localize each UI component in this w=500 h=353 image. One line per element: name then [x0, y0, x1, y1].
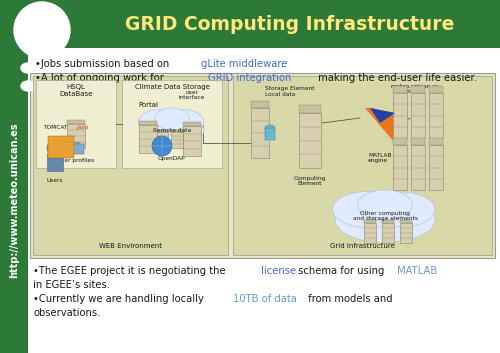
Text: •Jobs submission based on: •Jobs submission based on — [35, 59, 172, 69]
Text: •The EGEE project it is negotiating the: •The EGEE project it is negotiating the — [33, 266, 229, 276]
Bar — [36, 80, 116, 168]
Bar — [251, 101, 269, 108]
Bar — [48, 136, 74, 158]
Bar — [429, 86, 443, 93]
Text: GRID Computing Infrastructure: GRID Computing Infrastructure — [126, 14, 454, 34]
Text: Computing
Element: Computing Element — [294, 176, 326, 186]
Bar — [411, 86, 425, 93]
Bar — [233, 76, 492, 255]
Text: schema for using: schema for using — [295, 266, 388, 276]
Ellipse shape — [21, 63, 35, 73]
Circle shape — [14, 2, 70, 58]
Bar — [30, 73, 495, 258]
Text: OpenDAP: OpenDAP — [158, 156, 186, 161]
Circle shape — [152, 136, 172, 156]
Bar — [122, 80, 222, 168]
Text: Storage Element
Local data: Storage Element Local data — [265, 86, 314, 97]
Bar — [47, 153, 63, 171]
Text: license: license — [261, 266, 296, 276]
Text: java: java — [77, 125, 89, 130]
Bar — [299, 105, 321, 113]
Bar — [183, 121, 201, 126]
Bar — [429, 138, 443, 145]
Bar — [364, 220, 376, 223]
Text: from models and: from models and — [305, 294, 392, 304]
Text: in EGEE’s sites.: in EGEE’s sites. — [33, 280, 110, 290]
Ellipse shape — [21, 81, 35, 91]
Text: Remote data: Remote data — [153, 127, 191, 132]
Bar — [171, 132, 183, 148]
Ellipse shape — [370, 192, 435, 227]
Bar — [183, 126, 201, 156]
Polygon shape — [370, 108, 395, 123]
Text: Climate Data Storage: Climate Data Storage — [134, 84, 210, 90]
Text: gLite middleware: gLite middleware — [201, 59, 288, 69]
Bar — [139, 125, 157, 153]
Bar — [400, 223, 412, 243]
Text: User profiles: User profiles — [58, 158, 94, 163]
Text: Portal: Portal — [138, 102, 158, 108]
Ellipse shape — [335, 197, 435, 243]
Ellipse shape — [138, 109, 183, 136]
Text: MATLAB
engine: MATLAB engine — [368, 153, 392, 163]
Bar — [68, 144, 84, 154]
Text: making the end-user life easier.: making the end-user life easier. — [315, 73, 477, 83]
Bar — [251, 108, 269, 158]
Text: HSQL
DataBase: HSQL DataBase — [60, 84, 92, 97]
Polygon shape — [365, 108, 395, 143]
Text: 10TB of data: 10TB of data — [233, 294, 297, 304]
Bar — [393, 93, 407, 138]
Text: Other computing
and storage elements: Other computing and storage elements — [352, 211, 418, 221]
Text: Users: Users — [46, 178, 64, 183]
Bar — [400, 220, 412, 223]
Text: user
interface: user interface — [179, 90, 205, 100]
Bar — [67, 124, 85, 148]
Bar — [67, 120, 85, 124]
Text: WEB Environment: WEB Environment — [99, 243, 162, 249]
Bar — [171, 130, 183, 132]
Bar — [382, 220, 394, 223]
Text: GRID integration: GRID integration — [208, 73, 292, 83]
Text: meteo.unican.es
cluster: meteo.unican.es cluster — [390, 84, 440, 94]
Ellipse shape — [154, 108, 190, 130]
Bar — [156, 130, 168, 132]
Text: http://www.meteo.unican.es: http://www.meteo.unican.es — [9, 123, 19, 278]
Bar — [429, 93, 443, 138]
Bar — [411, 145, 425, 190]
Bar — [265, 128, 275, 140]
Bar — [411, 138, 425, 145]
Text: .: . — [281, 59, 284, 69]
Ellipse shape — [162, 109, 204, 135]
Text: TOMCAT: TOMCAT — [43, 125, 67, 130]
Bar — [0, 48, 28, 353]
Text: observations.: observations. — [33, 308, 100, 318]
Bar — [156, 132, 168, 148]
Ellipse shape — [265, 125, 275, 131]
Ellipse shape — [140, 114, 204, 146]
Bar — [139, 121, 157, 125]
Bar — [411, 93, 425, 138]
Text: MATLAB: MATLAB — [397, 266, 437, 276]
Ellipse shape — [72, 142, 80, 146]
Bar — [33, 76, 228, 255]
Bar — [393, 138, 407, 145]
Ellipse shape — [332, 191, 402, 227]
Bar — [393, 86, 407, 93]
Ellipse shape — [358, 190, 412, 220]
Bar — [299, 113, 321, 168]
Bar — [364, 223, 376, 243]
Bar — [393, 145, 407, 190]
Bar — [429, 145, 443, 190]
Circle shape — [47, 140, 63, 156]
Bar — [0, 0, 500, 48]
Text: Grid Infrastructure: Grid Infrastructure — [330, 243, 395, 249]
Bar — [382, 223, 394, 243]
Text: •A lot of ongoing work for: •A lot of ongoing work for — [35, 73, 167, 83]
Text: •Currently we are handling locally: •Currently we are handling locally — [33, 294, 207, 304]
